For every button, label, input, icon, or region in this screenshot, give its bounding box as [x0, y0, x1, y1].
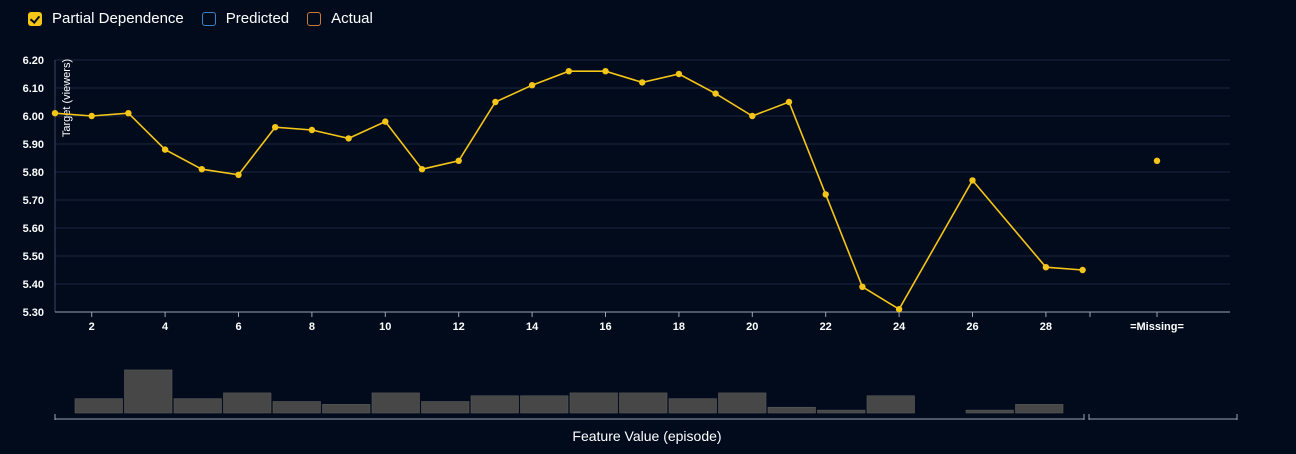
legend-item-predicted[interactable]: Predicted	[201, 10, 290, 27]
checkbox-unchecked-icon[interactable]	[201, 11, 216, 26]
data-point	[455, 157, 462, 164]
data-point	[272, 124, 279, 131]
data-point	[822, 191, 829, 198]
y-axis: 5.30 5.40 5.50 5.60 5.70 5.80 5.90 6.00 6.10 6.20	[23, 55, 56, 319]
x-tick-label: 28	[1040, 321, 1052, 333]
y-tick-label: 6.10	[23, 83, 44, 95]
checkbox-unchecked-icon[interactable]	[307, 11, 322, 26]
histogram-bar	[124, 369, 173, 414]
legend-label-actual: Actual	[331, 10, 373, 27]
x-tick-label: 20	[746, 321, 758, 333]
y-tick-label: 5.40	[23, 279, 44, 291]
y-tick-label: 6.00	[23, 111, 44, 123]
y-tick-label: 5.80	[23, 167, 44, 179]
histogram-bar	[866, 395, 915, 414]
histogram-bar	[619, 392, 668, 414]
data-point	[859, 283, 866, 290]
data-point	[675, 70, 683, 78]
histogram-bar	[322, 404, 371, 414]
histogram-bar	[767, 406, 816, 414]
histogram-bar	[1015, 404, 1064, 414]
x-tick-label: 18	[673, 321, 685, 333]
data-point	[382, 118, 389, 125]
y-tick-label: 5.60	[23, 223, 44, 235]
histogram-bar	[223, 392, 272, 414]
x-tick-label: 4	[162, 321, 169, 333]
data-point	[785, 98, 793, 106]
checkbox-checked-icon[interactable]	[28, 11, 42, 26]
histogram-bar	[470, 395, 519, 414]
y-tick-label: 6.20	[23, 55, 44, 67]
y-tick-label: 5.50	[23, 251, 44, 263]
histogram-bar	[74, 398, 123, 414]
data-point	[639, 79, 646, 86]
data-point	[712, 90, 719, 97]
data-point	[528, 82, 536, 89]
legend-item-actual[interactable]: Actual	[307, 10, 373, 27]
y-tick-label: 5.90	[23, 139, 44, 151]
histogram-bar	[569, 392, 618, 414]
x-tick-label: 10	[379, 321, 391, 333]
x-tick-label: 8	[309, 321, 315, 333]
x-tick-label: 12	[453, 321, 465, 333]
x-axis: 2 4 6 8 10 12 14 16 18 20 22 24 26 28 =Missing=	[55, 311, 1230, 333]
data-point	[198, 166, 205, 173]
y-axis-title: Target (viewers)	[61, 59, 73, 137]
data-point	[88, 112, 95, 120]
legend-label-predicted: Predicted	[225, 10, 290, 27]
data-points	[51, 68, 1161, 313]
data-point	[418, 166, 426, 173]
x-tick-label: 6	[235, 321, 241, 333]
y-tick-label: 5.30	[23, 307, 44, 319]
data-point	[125, 110, 132, 117]
data-point	[235, 171, 242, 178]
data-point	[345, 135, 352, 142]
histogram-bar	[817, 409, 866, 414]
data-point	[565, 68, 572, 75]
histogram-bar	[965, 409, 1014, 414]
histogram-bar	[421, 401, 470, 414]
grid-lines	[55, 59, 1230, 313]
x-tick-label: 24	[893, 321, 906, 333]
data-point	[1042, 264, 1050, 271]
legend-label-partial-dependence: Partial Dependence	[52, 10, 184, 27]
chart-legend: Partial Dependence Predicted Actual	[28, 10, 391, 27]
data-point	[51, 110, 59, 117]
series-line	[54, 70, 1083, 311]
x-tick-label: 2	[89, 321, 95, 333]
data-point	[161, 146, 169, 153]
histogram-bar	[371, 392, 420, 414]
x-tick-label: 14	[526, 321, 539, 333]
histogram-bar	[272, 401, 321, 414]
data-point	[969, 177, 976, 184]
legend-item-partial-dependence[interactable]: Partial Dependence	[28, 10, 184, 27]
x-tick-label: 16	[599, 321, 611, 333]
partial-dependence-line	[54, 70, 1083, 311]
x-axis-title: Feature Value (episode)	[572, 428, 721, 444]
data-point	[308, 126, 316, 134]
data-point-missing	[1153, 157, 1161, 164]
data-point	[1079, 266, 1086, 274]
histogram-bar	[173, 398, 222, 414]
histogram	[54, 369, 1238, 420]
data-point	[749, 112, 756, 120]
histogram-bar	[718, 392, 767, 414]
data-point	[602, 68, 609, 75]
histogram-bar	[668, 398, 717, 414]
data-point	[895, 306, 903, 313]
data-point	[492, 98, 499, 106]
x-tick-label-missing: =Missing=	[1130, 321, 1184, 333]
x-tick-label: 22	[820, 321, 832, 333]
histogram-bar	[520, 395, 569, 414]
x-tick-label: 26	[966, 321, 978, 333]
y-tick-label: 5.70	[23, 195, 44, 207]
